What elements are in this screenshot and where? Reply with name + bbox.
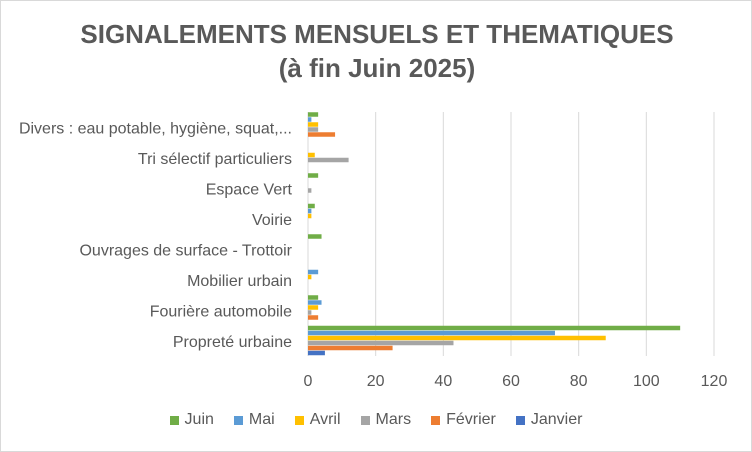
bar-avril-2 xyxy=(308,274,312,280)
category-label: Mobilier urbain xyxy=(187,273,292,290)
bar-mars-5 xyxy=(308,188,312,193)
bar-février-7 xyxy=(308,132,336,137)
chart-legend: Juin Mai Avril Mars Février Janvier xyxy=(0,409,752,431)
category-label: Ouvrages de surface - Trottoir xyxy=(79,242,292,259)
legend-swatch xyxy=(431,415,441,425)
legend-label: Mars xyxy=(375,411,412,428)
bar-mars-6 xyxy=(308,157,349,163)
bar-mai-1 xyxy=(308,300,322,305)
legend-label: Janvier xyxy=(530,411,583,428)
legend-item: Janvier xyxy=(515,411,583,429)
legend-item: Avril xyxy=(294,411,341,429)
category-label: Tri sélectif particuliers xyxy=(138,151,292,168)
x-tick-label: 80 xyxy=(570,373,588,390)
legend-swatch xyxy=(294,415,304,425)
x-tick-label: 40 xyxy=(434,373,452,390)
bar-juin-0 xyxy=(308,325,681,331)
bar-mars-7 xyxy=(308,127,319,132)
legend-item: Février xyxy=(431,411,496,429)
bar-mars-1 xyxy=(308,310,312,315)
category-label: Fourière automobile xyxy=(150,303,292,320)
chart-title-main: SIGNALEMENTS MENSUELS ET THEMATIQUES xyxy=(80,19,674,49)
bar-juin-7 xyxy=(308,112,319,117)
legend-swatch xyxy=(515,415,525,425)
legend-item: Mai xyxy=(233,411,275,429)
category-label: Voirie xyxy=(252,212,292,229)
legend-label: Février xyxy=(446,411,496,428)
x-tick-label: 100 xyxy=(633,373,660,390)
bar-avril-0 xyxy=(308,335,606,341)
bar-juin-5 xyxy=(308,173,319,178)
bar-janvier-0 xyxy=(308,350,325,356)
bar-avril-1 xyxy=(308,305,319,310)
bar-juin-1 xyxy=(308,295,319,300)
legend-label: Avril xyxy=(309,411,341,428)
bar-mai-2 xyxy=(308,269,319,275)
bar-mai-7 xyxy=(308,117,312,122)
bar-mars-0 xyxy=(308,340,454,346)
legend-item: Mars xyxy=(360,411,412,429)
category-label: Divers : eau potable, hygiène, squat,... xyxy=(19,120,292,137)
bar-avril-4 xyxy=(308,213,312,219)
legend-item: Juin xyxy=(169,411,214,429)
x-tick-label: 20 xyxy=(367,373,385,390)
bar-avril-6 xyxy=(308,152,315,158)
category-label: Espace Vert xyxy=(206,181,293,198)
x-tick-label: 0 xyxy=(304,373,313,390)
chart-title: SIGNALEMENTS MENSUELS ET THEMATIQUES (à … xyxy=(1,17,752,85)
bar-février-0 xyxy=(308,345,393,351)
legend-label: Mai xyxy=(248,411,275,428)
bar-juin-4 xyxy=(308,203,315,209)
bar-juin-3 xyxy=(308,234,322,239)
x-tick-label: 60 xyxy=(502,373,520,390)
legend-label: Juin xyxy=(184,411,214,428)
legend-swatch xyxy=(233,415,243,425)
bar-mai-0 xyxy=(308,330,555,336)
legend-swatch xyxy=(169,415,179,425)
bar-février-1 xyxy=(308,315,319,320)
x-tick-label: 120 xyxy=(701,373,728,390)
chart-subtitle: (à fin Juin 2025) xyxy=(278,53,476,83)
legend-swatch xyxy=(360,415,370,425)
bar-avril-7 xyxy=(308,122,319,127)
bar-mai-4 xyxy=(308,208,312,214)
category-label: Propreté urbaine xyxy=(173,334,292,351)
